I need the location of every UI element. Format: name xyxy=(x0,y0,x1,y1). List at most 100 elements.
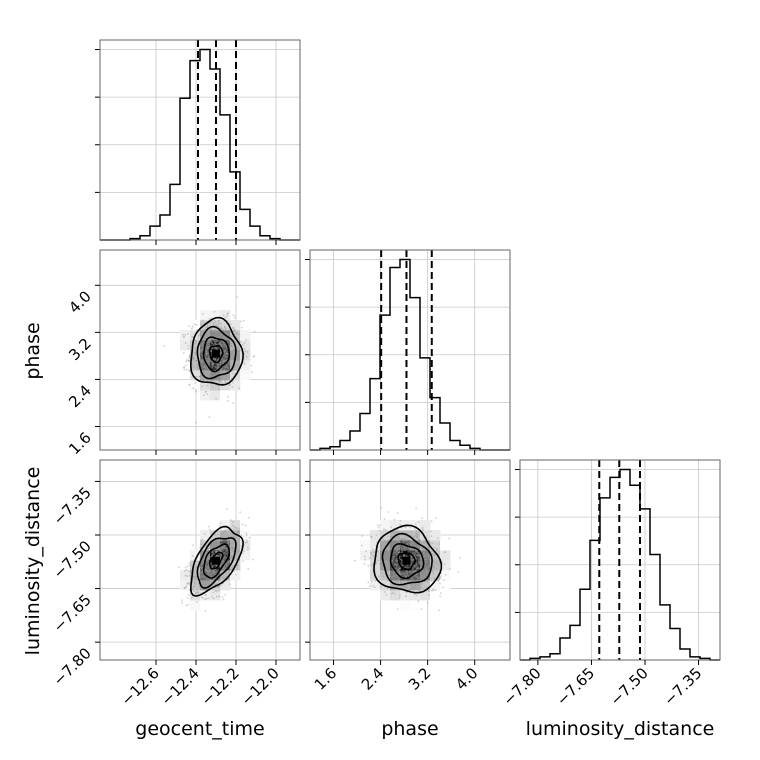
scatter-point xyxy=(211,543,214,546)
scatter-point xyxy=(206,334,209,337)
scatter-point xyxy=(417,560,420,562)
scatter-point xyxy=(196,600,199,603)
scatter-point xyxy=(400,539,403,541)
scatter-point xyxy=(224,366,227,369)
scatter-point xyxy=(209,569,212,571)
scatter-point xyxy=(221,546,224,548)
scatter-point xyxy=(233,349,236,352)
scatter-point xyxy=(232,402,235,404)
scatter-point xyxy=(204,594,207,597)
scatter-point xyxy=(240,534,243,537)
scatter-point xyxy=(209,341,212,343)
scatter-point xyxy=(225,547,228,550)
scatter-point xyxy=(420,570,423,573)
scatter-point xyxy=(214,357,217,360)
scatter-point xyxy=(221,533,224,536)
scatter-point xyxy=(399,558,402,561)
scatter-point xyxy=(387,548,390,551)
scatter-point xyxy=(402,554,405,556)
scatter-point xyxy=(201,313,204,315)
scatter-point xyxy=(199,359,202,361)
scatter-point xyxy=(201,551,204,554)
scatter-point xyxy=(420,562,423,564)
scatter-point xyxy=(211,550,214,553)
density-cell xyxy=(230,550,241,561)
scatter-point xyxy=(379,545,382,548)
scatter-point xyxy=(412,588,415,591)
scatter-point xyxy=(253,330,256,333)
scatter-point xyxy=(392,556,394,559)
scatter-point xyxy=(226,337,229,340)
scatter-point xyxy=(238,349,241,351)
scatter-point xyxy=(193,590,196,593)
scatter-point xyxy=(197,585,200,588)
scatter-point xyxy=(430,570,433,573)
scatter-point xyxy=(224,365,227,368)
scatter-point xyxy=(200,567,203,569)
scatter-point xyxy=(209,371,212,374)
scatter-point xyxy=(216,554,219,557)
density-cell xyxy=(220,540,231,551)
scatter-point xyxy=(419,560,422,563)
scatter-point xyxy=(411,579,414,582)
scatter-point xyxy=(205,552,208,554)
scatter-point xyxy=(195,564,198,567)
scatter-point xyxy=(380,544,382,547)
scatter-point xyxy=(207,361,210,364)
scatter-point xyxy=(203,371,205,374)
scatter-point xyxy=(210,544,212,547)
scatter-point xyxy=(394,581,397,584)
scatter-point xyxy=(401,538,404,540)
scatter-point xyxy=(216,331,219,334)
scatter-point xyxy=(381,541,384,544)
scatter-point xyxy=(399,571,401,574)
scatter-point xyxy=(205,352,208,354)
scatter-point xyxy=(413,586,416,589)
density-cell xyxy=(200,380,211,391)
scatter-point xyxy=(387,560,390,562)
scatter-point xyxy=(188,354,191,357)
scatter-point xyxy=(230,556,232,558)
scatter-point xyxy=(211,363,214,365)
scatter-point xyxy=(211,550,214,553)
scatter-point xyxy=(232,564,234,567)
scatter-point xyxy=(218,363,221,366)
density-cell xyxy=(190,560,201,571)
scatter-point xyxy=(235,566,238,569)
scatter-point xyxy=(435,517,437,519)
scatter-point xyxy=(239,320,242,323)
scatter-point xyxy=(212,378,215,381)
scatter-point xyxy=(224,336,227,339)
scatter-point xyxy=(218,335,221,338)
density-cell xyxy=(180,350,191,361)
scatter-point xyxy=(222,355,225,358)
scatter-point xyxy=(229,559,231,562)
scatter-point xyxy=(414,545,416,547)
scatter-point xyxy=(191,588,194,591)
scatter-point xyxy=(194,388,197,391)
scatter-point xyxy=(400,555,402,558)
scatter-point xyxy=(214,334,217,337)
scatter-point xyxy=(416,536,418,538)
density-cell xyxy=(420,570,431,581)
scatter-point xyxy=(417,538,420,541)
scatter-point xyxy=(212,343,214,346)
scatter-point xyxy=(200,350,203,353)
scatter-point xyxy=(231,357,233,360)
scatter-point xyxy=(415,550,417,553)
scatter-point xyxy=(384,529,387,532)
scatter-point xyxy=(188,383,191,386)
scatter-point xyxy=(199,349,202,351)
scatter-point xyxy=(205,567,207,570)
scatter-point xyxy=(223,369,225,372)
scatter-point xyxy=(228,329,231,332)
scatter-point xyxy=(212,566,214,568)
scatter-point xyxy=(387,550,390,553)
scatter-point xyxy=(219,372,222,375)
scatter-point xyxy=(187,570,190,573)
scatter-point xyxy=(427,581,429,583)
scatter-point xyxy=(444,551,447,553)
scatter-point xyxy=(204,391,207,393)
scatter-point xyxy=(420,549,423,552)
scatter-point xyxy=(208,416,211,418)
